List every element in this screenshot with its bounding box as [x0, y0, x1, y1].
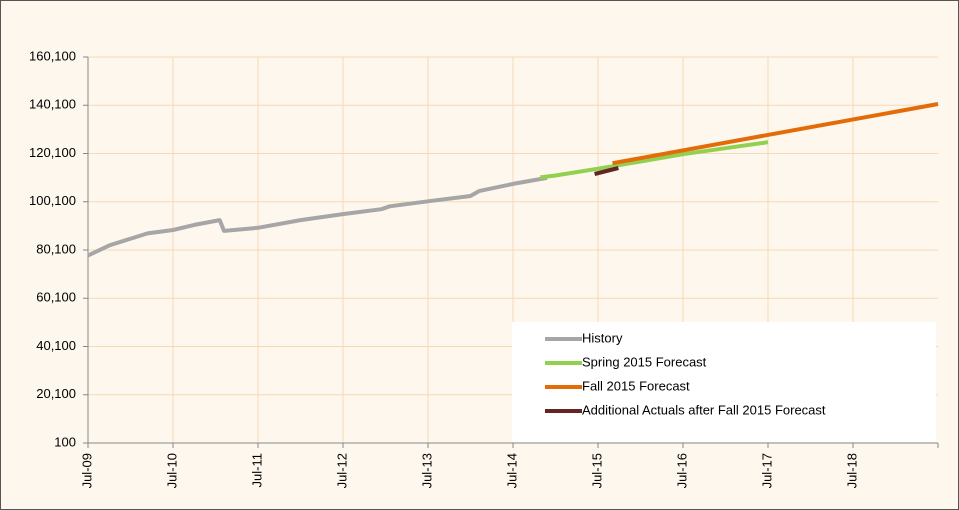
- x-tick-label: Jul-13: [419, 453, 434, 488]
- x-tick-label: Jul-18: [844, 453, 859, 488]
- legend-label: Spring 2015 Forecast: [582, 354, 707, 369]
- series-line: [87, 175, 548, 258]
- legend-label: History: [582, 330, 623, 345]
- x-tick-label: Jul-17: [759, 453, 774, 488]
- y-tick-label: 80,100: [36, 241, 76, 256]
- x-tick-label: Jul-14: [504, 453, 519, 488]
- y-tick-label: 40,100: [36, 338, 76, 353]
- y-tick-label: 60,100: [36, 290, 76, 305]
- y-tick-label: 20,100: [36, 386, 76, 401]
- y-tick-label: 140,100: [29, 97, 76, 112]
- legend-box: [512, 322, 936, 442]
- x-tick-label: Jul-16: [674, 453, 689, 488]
- x-tick-label: Jul-12: [334, 453, 349, 488]
- y-tick-label: 100,100: [29, 193, 76, 208]
- series-line: [539, 140, 769, 180]
- legend-label: Additional Actuals after Fall 2015 Forec…: [582, 402, 826, 417]
- legend-label: Fall 2015 Forecast: [582, 378, 690, 393]
- series-line: [612, 102, 939, 166]
- x-tick-label: Jul-09: [79, 453, 94, 488]
- y-tick-label: 120,100: [29, 145, 76, 160]
- x-tick-label: Jul-15: [589, 453, 604, 488]
- y-tick-label: 160,100: [29, 48, 76, 63]
- series-line: [594, 166, 619, 176]
- x-tick-label: Jul-10: [164, 453, 179, 488]
- y-tick-label: 100: [54, 434, 76, 449]
- x-tick-label: Jul-11: [249, 453, 264, 487]
